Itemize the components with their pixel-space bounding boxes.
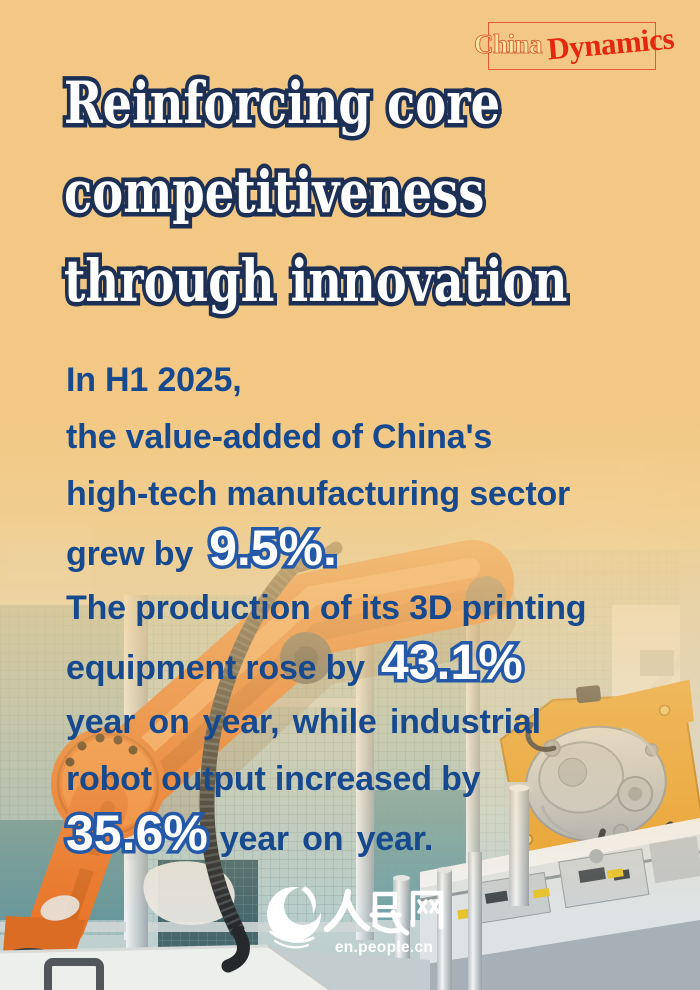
body-line-6: equipment rose by 43.1% 43.1% xyxy=(66,634,586,694)
stat-robot-output-growth: 35.6% 35.6% xyxy=(63,805,212,862)
stat-3d-printing-growth: 43.1% 43.1% xyxy=(377,634,526,691)
body-line-8: robot output increased by xyxy=(66,751,586,808)
body-line-9-suffix: year on year. xyxy=(219,820,434,858)
body-line-3: high-tech manufacturing sector xyxy=(66,466,586,523)
headline-line-1: Reinforcing core Reinforcing core xyxy=(60,62,567,151)
peoples-daily-wordmark-calligraphy xyxy=(323,888,444,936)
headline-line-1-text: Reinforcing core xyxy=(64,69,501,137)
body-line-6-prefix: equipment rose by xyxy=(66,649,365,687)
body-line-3-text: high-tech manufacturing sector xyxy=(66,475,571,513)
body-copy: In H1 2025, the value-added of China's h… xyxy=(63,352,587,865)
stat-3d-printing-growth-value: 43.1% xyxy=(380,634,523,690)
body-line-4: grew by 9.5%. 9.5%. xyxy=(66,520,586,580)
stat-high-tech-growth-value: 9.5%. xyxy=(209,520,337,576)
footer-logo-graphic: en.people.cn xyxy=(267,886,444,956)
body-line-1: In H1 2025, xyxy=(66,352,586,409)
brand-part-dynamics: Dynamics xyxy=(545,20,676,67)
brand-part-china: China xyxy=(474,29,543,60)
body-line-5-text: The production of its 3D printing xyxy=(66,589,587,627)
swan-crescent-icon xyxy=(267,886,321,949)
headline-line-2: competitiveness competitiveness xyxy=(60,151,567,240)
stat-high-tech-growth: 9.5%. 9.5%. xyxy=(206,520,341,577)
headline-line-2-text: competitiveness xyxy=(64,158,485,226)
peoples-daily-logo: 人民网 xyxy=(253,880,465,966)
body-line-7: year on year, while industrial xyxy=(66,694,586,751)
body-line-2: the value-added of China's xyxy=(66,409,586,466)
body-line-9: 35.6% 35.6% year on year. xyxy=(63,805,586,865)
body-line-5: The production of its 3D printing xyxy=(66,580,587,637)
body-line-1-text: In H1 2025, xyxy=(66,361,242,399)
stat-robot-output-growth-value: 35.6% xyxy=(66,805,208,861)
headline-line-3-text: through innovation xyxy=(64,247,568,315)
brand-wordmark: China Dynamics xyxy=(474,21,676,67)
body-line-8-text: robot output increased by xyxy=(66,760,481,798)
body-line-2-text: the value-added of China's xyxy=(66,418,493,456)
body-line-7-text: year on year, while industrial xyxy=(66,703,541,741)
body-line-4-prefix: grew by xyxy=(66,535,194,573)
site-url: en.people.cn xyxy=(335,939,433,956)
headline-line-3: through innovation through innovation xyxy=(60,240,571,329)
headline: Reinforcing core Reinforcing core compet… xyxy=(60,62,693,329)
